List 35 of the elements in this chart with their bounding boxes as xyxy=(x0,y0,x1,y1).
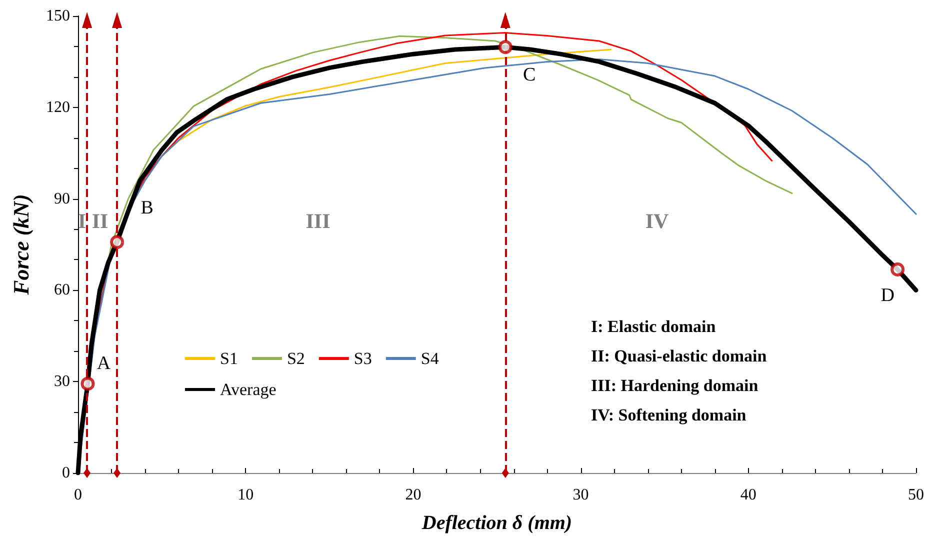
annotation: III: Hardening domain xyxy=(591,376,759,395)
annotation: IV: Softening domain xyxy=(591,406,747,424)
annotation: B xyxy=(140,198,154,219)
y-tick-label: 90 xyxy=(54,190,70,208)
x-tick-label: 40 xyxy=(740,486,756,504)
annotation: II: Quasi-elastic domain xyxy=(591,346,768,366)
point xyxy=(890,262,905,276)
y-tick-label: 120 xyxy=(46,98,70,116)
x-tick-label: 50 xyxy=(908,486,924,504)
y-axis-title: Force (kN) xyxy=(8,194,34,296)
y-tick-label: 0 xyxy=(62,464,70,482)
legend-label: S3 xyxy=(354,349,372,368)
y-tick-label: 30 xyxy=(54,373,70,390)
legend-label: Average xyxy=(220,380,276,399)
legend-label: S4 xyxy=(420,349,440,368)
annotation: III xyxy=(306,209,330,233)
annotation: D xyxy=(880,284,894,306)
annotation: IV xyxy=(645,209,669,233)
annotation: A xyxy=(96,353,111,374)
annotation: C xyxy=(523,64,536,86)
x-tick-label: 0 xyxy=(74,486,82,504)
point xyxy=(110,235,124,250)
point xyxy=(80,376,95,391)
x-tick-label: 30 xyxy=(572,486,589,504)
y-tick-label: 60 xyxy=(54,282,70,299)
y-tick-label: 150 xyxy=(46,8,70,24)
annotation: II xyxy=(92,209,108,233)
x-axis-title: Deflection δ (mm) xyxy=(420,512,572,534)
annotation: I xyxy=(78,209,86,233)
annotation: I: Elastic domain xyxy=(591,317,716,336)
legend-label: S2 xyxy=(286,349,305,368)
x-tick-label: 20 xyxy=(405,486,422,504)
point xyxy=(498,40,512,54)
legend-label: S1 xyxy=(220,349,238,368)
x-tick-label: 10 xyxy=(238,486,254,504)
